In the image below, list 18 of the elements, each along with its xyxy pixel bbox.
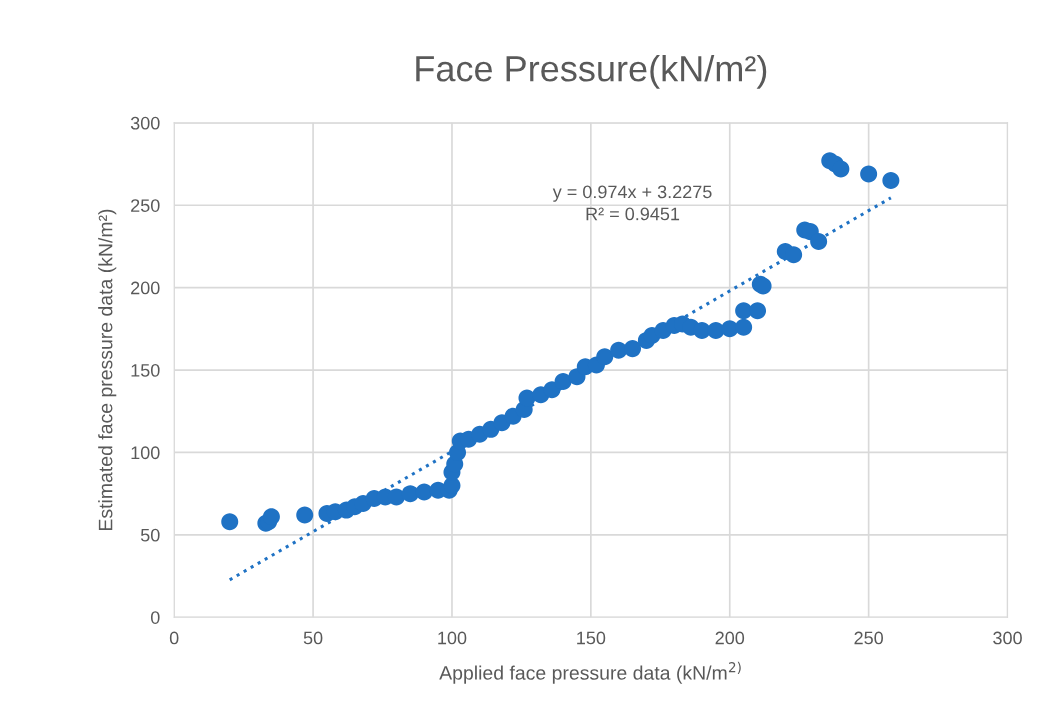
- x-tick-label: 50: [303, 631, 323, 645]
- x-tick-label: 300: [993, 631, 1022, 645]
- y-tick-label: 250: [131, 199, 160, 212]
- y-tick-label: 50: [140, 528, 160, 542]
- y-axis-title: Estimated face pressure data (kN/m²): [98, 209, 117, 530]
- x-tick-label: 250: [854, 631, 883, 645]
- annotation: y = 0.974x + 3.2275 R² = 0.9451: [552, 185, 712, 221]
- x-axis-title: Applied face pressure data (kN/m$^{2)}$: [439, 661, 741, 684]
- x-tick-label: 200: [715, 631, 745, 645]
- y-tick-label: 100: [131, 446, 160, 460]
- chart-title: Face Pressure(kN/m²): [416, 55, 767, 89]
- y-tick-label: 0: [150, 611, 160, 624]
- x-tick-label: 0: [169, 631, 179, 645]
- y-tick-label: 300: [130, 116, 160, 130]
- y-tick-label: 150: [131, 363, 160, 377]
- x-tick-label: 100: [438, 631, 467, 645]
- y-tick-label: 200: [131, 281, 160, 295]
- x-tick-label: 150: [577, 631, 606, 645]
